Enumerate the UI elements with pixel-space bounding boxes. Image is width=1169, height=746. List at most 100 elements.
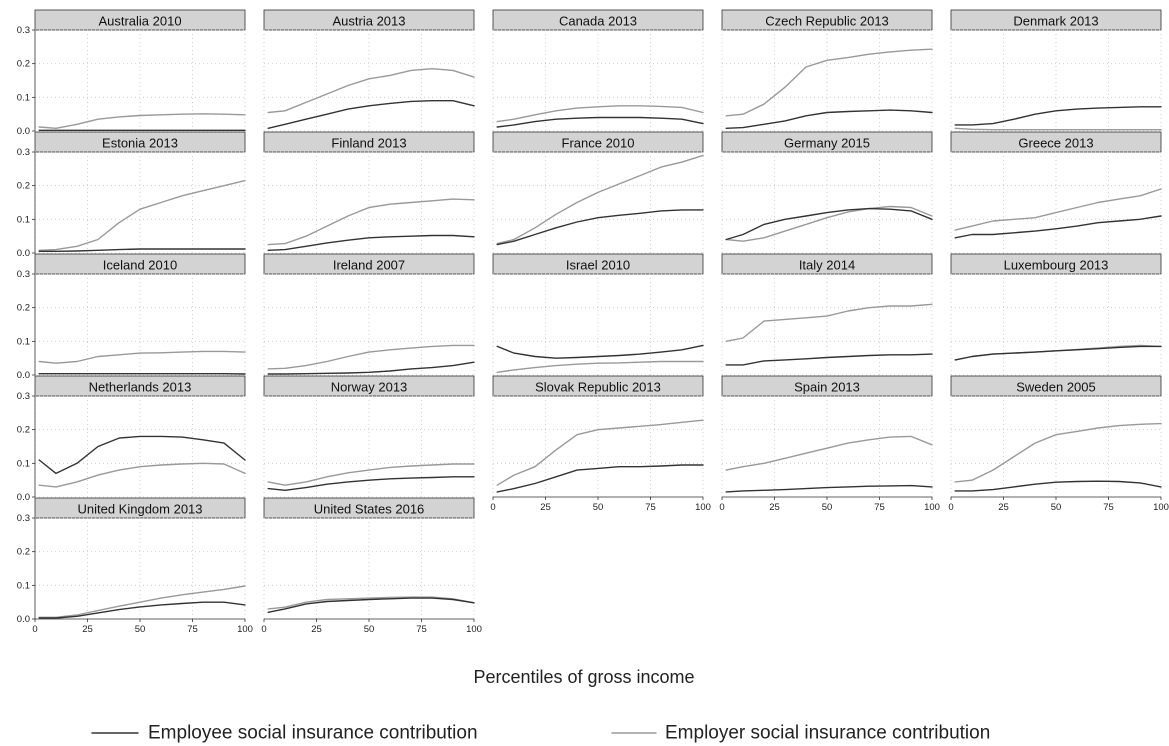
panel: Norway 2013 [263, 375, 475, 498]
x-tick-label: 75 [874, 502, 885, 513]
x-tick-label: 25 [82, 624, 93, 635]
x-tick-label: 50 [593, 502, 604, 513]
y-tick-label: 0.3 [17, 391, 30, 402]
y-tick-label: 0.0 [17, 370, 30, 381]
x-tick-label: 75 [1103, 502, 1114, 513]
y-tick-label: 0.1 [17, 458, 30, 469]
panel: Denmark 2013 [950, 9, 1162, 132]
employee-contribution-line [496, 464, 704, 493]
x-tick-label: 0 [490, 502, 495, 513]
panel-title: Greece 2013 [1018, 136, 1093, 151]
legend: Employee social insurance contribution E… [91, 723, 990, 744]
employee-contribution-line [954, 345, 1162, 361]
employee-contribution-line [496, 116, 704, 128]
panel-title: Netherlands 2013 [89, 380, 192, 395]
panel: Estonia 2013 0.0 0.1 0.2 0.3 [17, 131, 246, 259]
x-tick-label: 100 [695, 502, 711, 513]
panel-title: Germany 2015 [784, 136, 870, 151]
employer-contribution-line [496, 105, 704, 123]
panel: Italy 2014 [721, 253, 933, 376]
employee-contribution-line [725, 353, 933, 366]
y-tick-label: 0.2 [17, 59, 30, 70]
panel: United Kingdom 2013 0.0 0.1 0.2 0.3 0 25 50 75 10… [17, 497, 253, 635]
panel: Austria 2013 [263, 9, 475, 132]
x-tick-label: 100 [1153, 502, 1169, 513]
x-tick-label: 25 [311, 624, 322, 635]
y-tick-label: 0.3 [17, 269, 30, 280]
employer-contribution-line [496, 154, 704, 245]
x-tick-label: 100 [466, 624, 482, 635]
employee-contribution-line [954, 106, 1162, 126]
panel: Czech Republic 2013 [721, 9, 933, 132]
panel: Spain 2013 0 25 50 75 100 [719, 375, 940, 513]
panel-title: Slovak Republic 2013 [535, 380, 661, 395]
panel-title: Ireland 2007 [333, 258, 405, 273]
y-tick-label: 0.0 [17, 126, 30, 137]
employer-contribution-line [725, 48, 933, 117]
employer-contribution-line [725, 303, 933, 342]
employer-contribution-line [954, 344, 1162, 361]
employee-contribution-line [496, 209, 704, 246]
legend-label-employer: Employer social insurance contribution [665, 723, 990, 744]
panel: Canada 2013 [492, 9, 704, 132]
y-tick-label: 0.2 [17, 303, 30, 314]
y-tick-label: 0.1 [17, 580, 30, 591]
x-tick-label: 25 [540, 502, 551, 513]
employer-contribution-line [496, 360, 704, 373]
employer-contribution-line [267, 68, 475, 114]
employee-contribution-line [38, 248, 246, 252]
x-tick-label: 0 [719, 502, 724, 513]
panel-title: Denmark 2013 [1013, 14, 1098, 29]
panel-title: Canada 2013 [559, 14, 637, 29]
panel-title: France 2010 [562, 136, 635, 151]
panel: Ireland 2007 [263, 253, 475, 376]
legend-label-employee: Employee social insurance contribution [148, 723, 478, 744]
panel-title: Australia 2010 [98, 14, 181, 29]
employer-contribution-line [725, 205, 933, 242]
employer-contribution-line [267, 344, 475, 370]
chart-panels: Australia 2010 0.0 0.1 0.2 0.3 Austria 2013 Ca… [17, 9, 1169, 635]
y-tick-label: 0.2 [17, 425, 30, 436]
employee-contribution-line [38, 435, 246, 475]
y-tick-label: 0.0 [17, 248, 30, 259]
panel: Greece 2013 [950, 131, 1162, 254]
panel-title: Italy 2014 [799, 258, 855, 273]
x-tick-label: 25 [998, 502, 1009, 513]
employer-contribution-line [38, 462, 246, 488]
employer-contribution-line [267, 463, 475, 486]
x-tick-label: 0 [261, 624, 266, 635]
x-tick-label: 0 [948, 502, 953, 513]
x-tick-label: 50 [822, 502, 833, 513]
panel-title: Iceland 2010 [103, 258, 177, 273]
y-tick-label: 0.0 [17, 614, 30, 625]
panel-title: Austria 2013 [333, 14, 406, 29]
panel-title: United Kingdom 2013 [77, 502, 202, 517]
panel: Australia 2010 0.0 0.1 0.2 0.3 [17, 9, 246, 137]
y-tick-label: 0.1 [17, 214, 30, 225]
panel: Luxembourg 2013 [950, 253, 1162, 376]
panel: Iceland 2010 0.0 0.1 0.2 0.3 [17, 253, 246, 381]
y-tick-label: 0.3 [17, 513, 30, 524]
employer-contribution-line [725, 435, 933, 471]
employer-contribution-line [38, 113, 246, 129]
panel-title: Czech Republic 2013 [765, 14, 889, 29]
panel-title: Finland 2013 [331, 136, 406, 151]
x-tick-label: 75 [645, 502, 656, 513]
panel-title: Israel 2010 [566, 258, 630, 273]
x-axis-title: Percentiles of gross income [473, 667, 694, 687]
y-tick-label: 0.1 [17, 336, 30, 347]
employee-contribution-line [725, 484, 933, 493]
x-tick-label: 75 [416, 624, 427, 635]
panel: Finland 2013 [263, 131, 475, 254]
x-tick-label: 50 [135, 624, 146, 635]
panel-title: Estonia 2013 [102, 136, 178, 151]
panel: United States 2016 0 25 50 75 100 [261, 497, 482, 635]
employer-contribution-line [496, 419, 704, 486]
x-tick-label: 50 [364, 624, 375, 635]
y-tick-label: 0.2 [17, 181, 30, 192]
employee-contribution-line [725, 207, 933, 241]
employer-contribution-line [954, 188, 1162, 231]
employee-contribution-line [267, 476, 475, 491]
panel: Netherlands 2013 0.0 0.1 0.2 0.3 [17, 375, 246, 503]
employee-contribution-line [267, 361, 475, 375]
